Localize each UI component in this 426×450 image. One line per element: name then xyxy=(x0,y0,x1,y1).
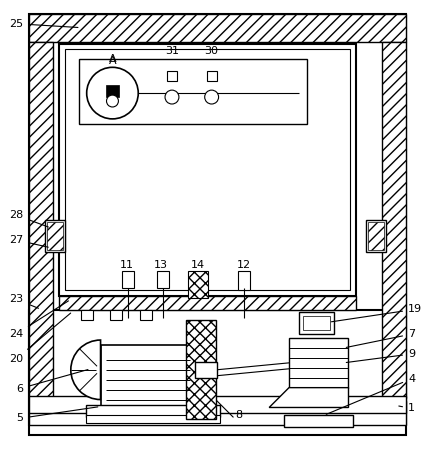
Text: 6: 6 xyxy=(16,369,88,394)
Bar xyxy=(29,14,406,425)
Text: 27: 27 xyxy=(9,235,48,247)
Bar xyxy=(29,396,406,414)
Bar xyxy=(65,50,351,290)
Bar xyxy=(188,270,207,298)
Text: 13: 13 xyxy=(154,260,168,270)
Text: 24: 24 xyxy=(9,301,69,339)
Bar xyxy=(167,71,177,81)
Text: 20: 20 xyxy=(9,313,71,364)
Polygon shape xyxy=(269,387,348,408)
Bar xyxy=(289,338,348,387)
Text: 11: 11 xyxy=(119,260,133,270)
Bar xyxy=(186,320,216,419)
Bar xyxy=(368,222,384,250)
Bar xyxy=(81,310,92,320)
Bar xyxy=(79,59,307,124)
Circle shape xyxy=(165,90,179,104)
Bar xyxy=(110,310,122,320)
Bar xyxy=(195,362,216,378)
Text: 28: 28 xyxy=(9,210,49,227)
Bar xyxy=(86,405,219,418)
Bar xyxy=(122,270,134,288)
Bar xyxy=(45,220,65,252)
Text: A: A xyxy=(109,54,116,64)
Bar xyxy=(29,14,406,41)
Text: 7: 7 xyxy=(346,329,415,347)
Wedge shape xyxy=(71,340,101,400)
Bar xyxy=(59,297,357,310)
Text: 4: 4 xyxy=(326,374,415,414)
Bar xyxy=(299,312,334,334)
Text: 1: 1 xyxy=(399,404,415,414)
Bar xyxy=(106,85,119,97)
Bar xyxy=(101,345,195,414)
Text: 14: 14 xyxy=(191,260,205,270)
Text: 9: 9 xyxy=(346,349,415,363)
Bar xyxy=(284,415,354,428)
Bar xyxy=(47,222,63,250)
Bar xyxy=(366,220,386,252)
Circle shape xyxy=(205,90,219,104)
Bar xyxy=(29,400,406,425)
Bar xyxy=(207,71,216,81)
Text: 12: 12 xyxy=(237,260,251,270)
Text: 23: 23 xyxy=(9,294,38,308)
Circle shape xyxy=(86,68,138,119)
Text: 31: 31 xyxy=(165,46,179,56)
Bar xyxy=(140,310,152,320)
Text: 5: 5 xyxy=(16,407,98,423)
Text: 8: 8 xyxy=(236,410,242,420)
Bar xyxy=(303,316,330,330)
Text: 25: 25 xyxy=(9,19,78,29)
Bar xyxy=(157,270,169,288)
Circle shape xyxy=(106,95,118,107)
Bar xyxy=(59,44,357,297)
Bar xyxy=(29,41,53,397)
Bar xyxy=(382,41,406,397)
Bar xyxy=(86,415,219,423)
Text: 19: 19 xyxy=(331,304,422,322)
Text: A: A xyxy=(109,56,116,66)
Text: 30: 30 xyxy=(204,46,219,56)
Bar xyxy=(29,310,406,435)
Bar xyxy=(239,270,250,290)
